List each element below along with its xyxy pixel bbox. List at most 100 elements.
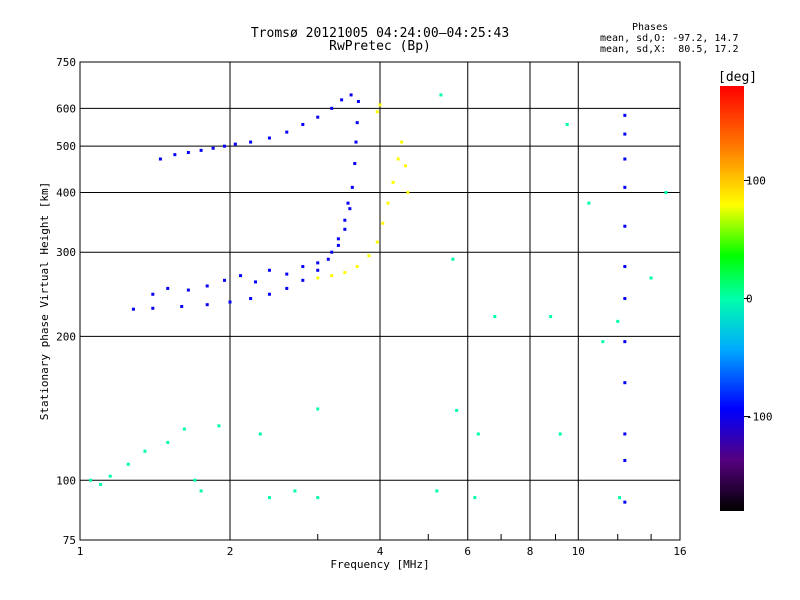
- data-point: [343, 227, 347, 231]
- data-point: [476, 432, 480, 436]
- data-point: [343, 218, 347, 222]
- data-point: [375, 110, 379, 114]
- data-point: [349, 93, 353, 97]
- data-point: [356, 100, 360, 104]
- data-point: [249, 297, 253, 301]
- data-point: [182, 427, 186, 431]
- data-point: [193, 478, 197, 482]
- phases-o-mode: mean, sd,O: -97.2, 14.7: [600, 33, 739, 44]
- data-point: [367, 254, 371, 258]
- data-point: [375, 240, 379, 244]
- data-point: [285, 286, 289, 290]
- data-point: [378, 103, 382, 107]
- data-point: [267, 292, 271, 296]
- x-tick-label: 1: [77, 545, 84, 558]
- data-point: [618, 496, 622, 500]
- data-point: [151, 306, 155, 310]
- data-point: [400, 140, 404, 144]
- colorbar-ticks: 100 0 -100: [744, 174, 773, 424]
- data-point: [143, 449, 147, 453]
- data-point: [239, 274, 243, 278]
- data-point: [316, 115, 320, 119]
- x-tick-label: 4: [377, 545, 384, 558]
- y-tick-label: 75: [63, 534, 76, 547]
- data-point: [623, 458, 627, 462]
- data-point: [623, 381, 627, 385]
- data-point: [173, 153, 177, 157]
- data-point: [649, 276, 653, 280]
- data-point: [267, 268, 271, 272]
- data-point: [623, 224, 627, 228]
- data-point: [223, 278, 227, 282]
- data-point: [228, 300, 232, 304]
- data-point: [340, 98, 344, 102]
- data-point: [316, 261, 320, 265]
- data-point: [623, 297, 627, 301]
- data-point: [253, 280, 257, 284]
- data-point: [293, 489, 297, 493]
- data-point: [330, 250, 334, 254]
- y-tick-label: 600: [56, 102, 76, 115]
- data-point: [301, 123, 305, 127]
- x-tick-label: 6: [464, 545, 471, 558]
- data-point: [199, 148, 203, 152]
- data-point: [131, 307, 135, 311]
- data-point: [126, 462, 130, 466]
- data-point: [316, 276, 320, 280]
- phases-heading: Phases: [632, 22, 669, 33]
- data-point: [403, 164, 407, 168]
- data-point: [623, 185, 627, 189]
- colorbar-tick-label: 100: [746, 174, 766, 187]
- data-point: [336, 237, 340, 241]
- data-point: [211, 146, 215, 150]
- data-points: [89, 93, 668, 504]
- data-point: [350, 185, 354, 189]
- colorbar-label: [deg]: [718, 70, 758, 85]
- data-point: [186, 150, 190, 154]
- y-tick-label: 500: [56, 140, 76, 153]
- colorbar-tick-label: 0: [746, 293, 753, 306]
- data-point: [435, 489, 439, 493]
- x-tick-label: 8: [527, 545, 534, 558]
- data-point: [316, 268, 320, 272]
- x-ticks: 1 2 4 6 8 10 16: [77, 534, 687, 558]
- data-point: [623, 432, 627, 436]
- data-point: [249, 140, 253, 144]
- y-ticks: 75 100 200 300 400 500 600 750: [56, 56, 76, 547]
- data-point: [439, 93, 443, 97]
- data-point: [558, 432, 562, 436]
- data-point: [316, 496, 320, 500]
- data-point: [346, 201, 350, 205]
- data-point: [623, 113, 627, 117]
- data-point: [343, 271, 347, 275]
- data-point: [205, 303, 209, 307]
- data-point: [166, 286, 170, 290]
- phases-x-mode: mean, sd,X: 80.5, 17.2: [600, 44, 739, 55]
- data-point: [355, 121, 359, 125]
- data-point: [587, 201, 591, 205]
- data-point: [180, 304, 184, 308]
- data-point: [267, 496, 271, 500]
- data-point: [285, 130, 289, 134]
- data-point: [381, 221, 385, 225]
- data-point: [89, 478, 93, 482]
- data-point: [664, 190, 668, 194]
- data-point: [316, 407, 320, 411]
- colorbar: [720, 86, 744, 511]
- data-point: [549, 315, 553, 319]
- data-point: [473, 496, 477, 500]
- data-point: [301, 278, 305, 282]
- data-point: [396, 157, 400, 161]
- data-point: [223, 144, 227, 148]
- data-point: [108, 474, 112, 478]
- x-tick-label: 2: [227, 545, 234, 558]
- data-point: [186, 288, 190, 292]
- data-point: [623, 340, 627, 344]
- x-axis-label: Frequency [MHz]: [330, 558, 429, 571]
- data-point: [386, 201, 390, 205]
- data-point: [217, 424, 221, 428]
- data-point: [623, 500, 627, 504]
- y-axis-label: Stationary phase Virtual Height [km]: [38, 182, 51, 420]
- data-point: [205, 284, 209, 288]
- data-point: [166, 440, 170, 444]
